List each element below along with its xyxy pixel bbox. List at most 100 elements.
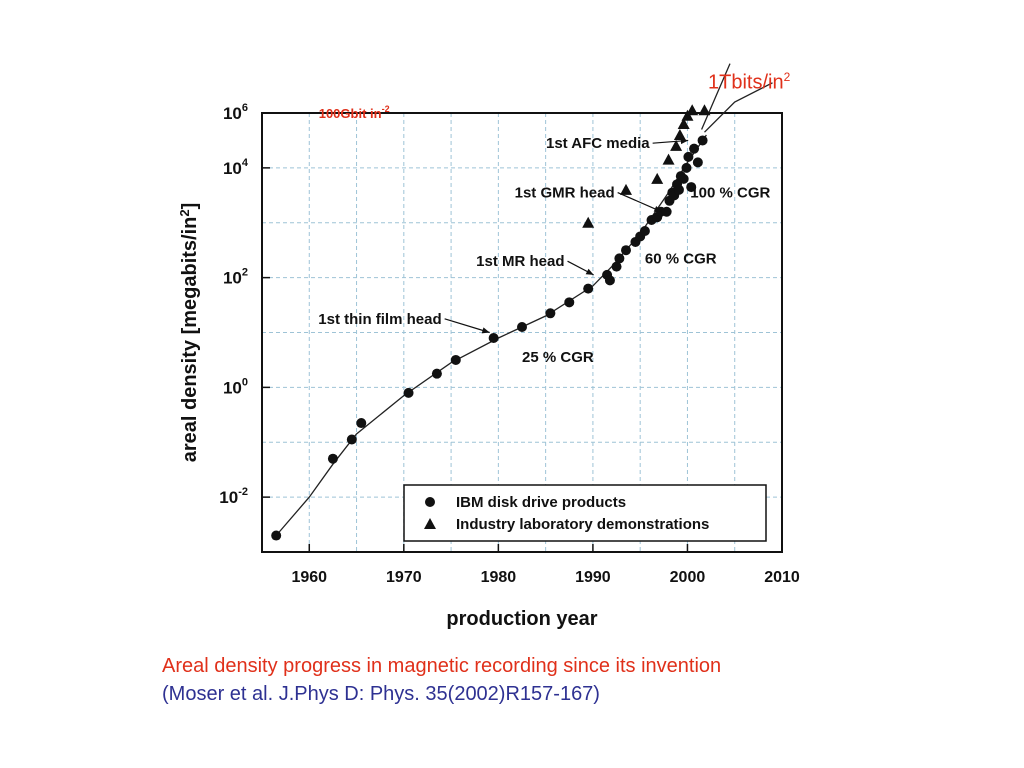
ibm-product-point — [604, 275, 615, 286]
lab-demo-point — [662, 153, 675, 165]
annotation-text: 1st AFC media — [546, 135, 650, 152]
legend: IBM disk drive products Industry laborato… — [403, 484, 767, 542]
y-tick-label-3: 104 — [223, 157, 249, 178]
top-density-label-sup: 2 — [783, 70, 791, 84]
y-tick-exp: 0 — [242, 376, 248, 388]
lab-demo-point — [677, 117, 690, 129]
x-tick-label-2000: 2000 — [670, 569, 706, 586]
data-points — [271, 104, 711, 541]
ibm-product-point — [639, 225, 650, 236]
fit-curves — [275, 63, 773, 536]
y-tick-base: 10 — [219, 488, 238, 507]
y-axis-label: areal density [megabits/in2] — [177, 203, 202, 463]
x-tick-label-1990: 1990 — [575, 569, 611, 586]
y-tick-label-0: 10-2 — [219, 486, 248, 507]
legend-box — [403, 484, 767, 542]
y-tick-base: 10 — [223, 269, 242, 288]
ibm-product-point — [686, 182, 697, 193]
ibm-product-point — [517, 322, 527, 333]
ibm-product-point — [673, 184, 684, 195]
y-tick-exp: 6 — [242, 102, 248, 114]
annotation-arrow-head — [680, 137, 689, 145]
ibm-product-point — [356, 418, 367, 429]
annotation-arrow-head — [481, 327, 490, 334]
annotation-text: 60 % CGR — [645, 250, 717, 267]
x-tick-label-1980: 1980 — [481, 569, 517, 586]
lab-demo-point — [670, 139, 683, 151]
y-tick-base: 10 — [223, 378, 242, 397]
y-tick-exp: -2 — [238, 486, 248, 498]
annotation-4: 100 % CGR — [690, 185, 770, 202]
annotation-5: 60 % CGR — [645, 250, 717, 267]
ibm-product-point — [545, 308, 556, 319]
ibm-product-point — [346, 434, 357, 445]
x-tick-labels: 1960 1970 1980 1990 2000 2010 — [291, 544, 800, 586]
ibm-product-point — [403, 387, 414, 398]
ibm-product-point — [689, 143, 700, 154]
ibm-product-point — [583, 283, 594, 294]
legend-label-1: Industry laboratory demonstrations — [456, 516, 709, 533]
ibm-product-point — [678, 173, 689, 184]
annotation-arrow-head — [653, 205, 662, 212]
annotation-text: 25 % CGR — [522, 349, 594, 366]
annotation-2: 1st MR head — [476, 253, 564, 270]
y-axis-label-close: ] — [179, 203, 201, 210]
x-tick-label-2010: 2010 — [764, 569, 800, 586]
ibm-product-point — [697, 135, 708, 146]
lab-demo-point — [651, 172, 664, 184]
legend-marker-triangle — [424, 518, 436, 529]
top-density-label-text: 1Tbits/in — [708, 71, 784, 94]
y-tick-exp: 2 — [242, 267, 248, 279]
annotation-3: 1st thin film head — [318, 311, 441, 328]
ibm-product-point — [621, 245, 631, 256]
lab-demo-point — [698, 104, 711, 116]
y-tick-label-4: 106 — [223, 102, 248, 123]
annotation-text: 1st thin film head — [318, 311, 441, 328]
y-tick-base: 10 — [223, 104, 242, 123]
y-tick-base: 10 — [223, 159, 242, 178]
lab-demo-point — [686, 104, 699, 116]
ibm-product-point — [271, 530, 282, 541]
ibm-product-point — [431, 368, 442, 379]
ibm-product-point — [564, 297, 575, 308]
ibm-product-point — [611, 261, 622, 272]
annotation-arrow-line — [444, 318, 490, 334]
annotation-sup: -2 — [382, 104, 390, 114]
ibm-product-point — [683, 151, 694, 162]
legend-marker-circle — [425, 497, 435, 507]
lab-demo-point — [582, 216, 595, 228]
plot-frame — [261, 112, 783, 553]
legend-label-0: IBM disk drive products — [456, 494, 626, 511]
x-axis-label: production year — [446, 608, 597, 630]
annotation-arrow-head — [585, 268, 594, 275]
annotation-1: 1st GMR head — [515, 185, 615, 202]
y-tick-label-2: 102 — [223, 267, 248, 288]
annotation-text: 100Gbit in — [319, 106, 382, 121]
lab-demo-point — [673, 128, 686, 140]
ibm-product-point — [450, 354, 461, 365]
top-density-label: 1Tbits/in2 — [708, 70, 790, 95]
x-tick-label-1960: 1960 — [291, 569, 327, 586]
ibm-product-point — [692, 157, 703, 168]
y-tick-exp: 4 — [242, 157, 249, 169]
annotation-text: 1st GMR head — [515, 185, 615, 202]
annotations: 1st AFC media 1st GMR head 1st MR head 1st … — [318, 104, 770, 366]
lab-demo-point — [620, 183, 632, 195]
annotation-7: 100Gbit in-2 — [319, 104, 390, 121]
fit-curve-1 — [701, 63, 731, 130]
y-tick-label-1: 100 — [223, 376, 248, 397]
ibm-product-point — [661, 206, 672, 217]
y-axis-label-main: areal density [megabits/in — [179, 217, 201, 463]
x-tick-label-1970: 1970 — [386, 569, 422, 586]
annotation-arrow-line — [617, 192, 662, 213]
caption: Areal density progress in magnetic recor… — [162, 652, 721, 708]
annotation-6: 25 % CGR — [522, 349, 594, 366]
ibm-product-point — [327, 453, 338, 464]
caption-line-2: (Moser et al. J.Phys D: Phys. 35(2002)R1… — [162, 683, 600, 705]
y-axis-label-sup: 2 — [177, 209, 192, 216]
fit-curve-2 — [704, 82, 773, 133]
chart: 1st AFC media 1st GMR head 1st MR head 1st … — [177, 63, 800, 630]
ibm-product-point — [681, 162, 692, 173]
annotation-0: 1st AFC media — [546, 135, 650, 152]
